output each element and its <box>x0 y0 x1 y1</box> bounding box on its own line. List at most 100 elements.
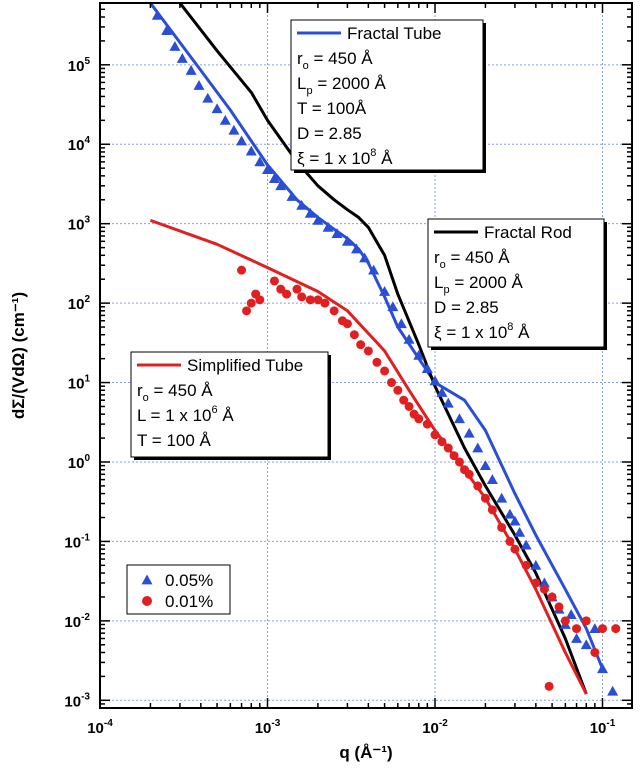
annotation-param: ro = 450 Å <box>297 49 373 72</box>
data-point-circle <box>581 616 591 626</box>
annotation-param: T = 100 Å <box>137 431 212 450</box>
data-point-circle <box>342 319 352 329</box>
data-point-circle <box>598 624 608 634</box>
data-point-triangle <box>514 526 526 537</box>
data-point-triangle <box>312 214 324 225</box>
data-point-triangle <box>571 632 583 643</box>
data-point-triangle <box>607 685 619 696</box>
y-tick-label: 104 <box>68 135 91 154</box>
annotation-title: Fractal Tube <box>347 24 442 43</box>
data-point-triangle <box>193 79 205 90</box>
data-point-circle <box>393 385 403 395</box>
data-point-triangle <box>286 190 298 201</box>
data-point-circle <box>497 522 507 532</box>
data-point-triangle <box>331 228 343 239</box>
data-point-triangle <box>322 221 334 232</box>
annotation-title: Simplified Tube <box>187 356 303 375</box>
data-point-circle <box>246 298 256 308</box>
data-point-triangle <box>219 114 231 125</box>
data-point-triangle <box>453 413 465 424</box>
annotation-param: D = 2.85 <box>297 124 362 143</box>
axis-ticks: 10-4 10-3 10-2 10-1 10-3 10-2 10-1 100 101 102 103… <box>64 2 632 737</box>
data-point-triangle <box>421 363 433 373</box>
data-point-triangle <box>268 173 280 183</box>
series-line-fractal-tube <box>149 3 604 670</box>
y-tick-label: 10-2 <box>64 612 90 631</box>
data-point-triangle <box>275 180 287 191</box>
x-axis-title: q (Å⁻¹) <box>339 743 392 762</box>
y-tick-label: 103 <box>68 215 91 234</box>
y-axis-title: dΣ/(VdΩ) (cm⁻¹) <box>9 292 28 419</box>
data-point-circle <box>320 298 330 308</box>
data-point-circle <box>454 457 464 467</box>
data-point-triangle <box>351 243 363 254</box>
data-point-circle <box>237 265 247 275</box>
data-point-circle <box>356 340 366 350</box>
data-series <box>149 3 621 696</box>
annotation-param: Lp = 2000 Å <box>297 74 387 97</box>
data-point-circle <box>349 330 359 340</box>
data-point-circle <box>505 536 515 546</box>
data-point-circle <box>510 544 520 554</box>
y-tick-label: 101 <box>68 374 91 393</box>
data-point-circle <box>480 493 490 503</box>
annotation-param: T = 100Å <box>297 99 367 118</box>
data-point-triangle <box>429 375 441 386</box>
data-point-triangle <box>538 577 550 588</box>
data-point-circle <box>521 560 531 570</box>
legend-label: 0.01% <box>165 592 213 611</box>
data-point-triangle <box>202 92 214 103</box>
data-point-circle <box>443 443 453 453</box>
data-point-circle <box>399 395 409 405</box>
data-point-triangle <box>413 349 425 360</box>
data-point-circle <box>544 681 554 691</box>
legend-label: 0.05% <box>165 571 213 590</box>
data-point-triangle <box>296 199 308 210</box>
annotation-simplified-tube: Simplified Tube ro = 450 ÅL = 1 x 106 Å T … <box>130 351 331 460</box>
data-point-circle <box>292 284 302 294</box>
data-point-triangle <box>176 53 188 63</box>
data-point-circle <box>554 602 564 612</box>
data-point-triangle <box>161 25 173 35</box>
data-point-circle <box>487 505 497 515</box>
series-line-fractal-rod <box>178 3 588 695</box>
data-point-triangle <box>496 492 508 503</box>
data-point-circle <box>572 624 582 634</box>
data-point-triangle <box>387 301 399 312</box>
data-point-circle <box>531 578 541 588</box>
series-markers-0-05 <box>151 9 619 696</box>
data-point-triangle <box>245 145 257 156</box>
annotation-param: D = 2.85 <box>434 298 499 317</box>
annotation-box <box>130 351 329 458</box>
data-point-triangle <box>254 156 266 167</box>
data-point-circle <box>297 292 307 302</box>
data-point-triangle <box>442 397 454 408</box>
data-point-triangle <box>368 264 380 275</box>
x-tick-label: 10-1 <box>590 718 616 737</box>
data-point-circle <box>449 451 459 461</box>
data-point-triangle <box>479 460 491 471</box>
data-point-circle <box>539 584 549 594</box>
x-tick-label: 10-2 <box>422 718 448 737</box>
data-point-triangle <box>580 639 592 650</box>
data-point-circle <box>422 419 432 429</box>
legend-marker-circle <box>142 596 152 606</box>
data-point-circle <box>329 306 339 316</box>
data-point-triangle <box>185 64 197 75</box>
data-point-circle <box>387 378 397 388</box>
data-point-circle <box>437 437 447 447</box>
annotation-title: Fractal Rod <box>484 223 572 242</box>
data-point-triangle <box>589 623 601 633</box>
data-point-circle <box>590 647 600 657</box>
data-point-circle <box>414 414 424 424</box>
legend-marker-triangle <box>141 574 153 585</box>
data-point-triangle <box>151 9 163 20</box>
series-markers-0-01 <box>237 265 621 691</box>
data-point-triangle <box>169 41 181 51</box>
data-point-circle <box>473 481 483 491</box>
data-point-circle <box>611 624 621 634</box>
annotation-param: ro = 450 Å <box>434 248 510 271</box>
data-point-circle <box>464 469 474 479</box>
annotation-fractal-tube: Fractal Tube ro = 450 ÅLp = 2000 Å T = 100… <box>290 19 486 173</box>
